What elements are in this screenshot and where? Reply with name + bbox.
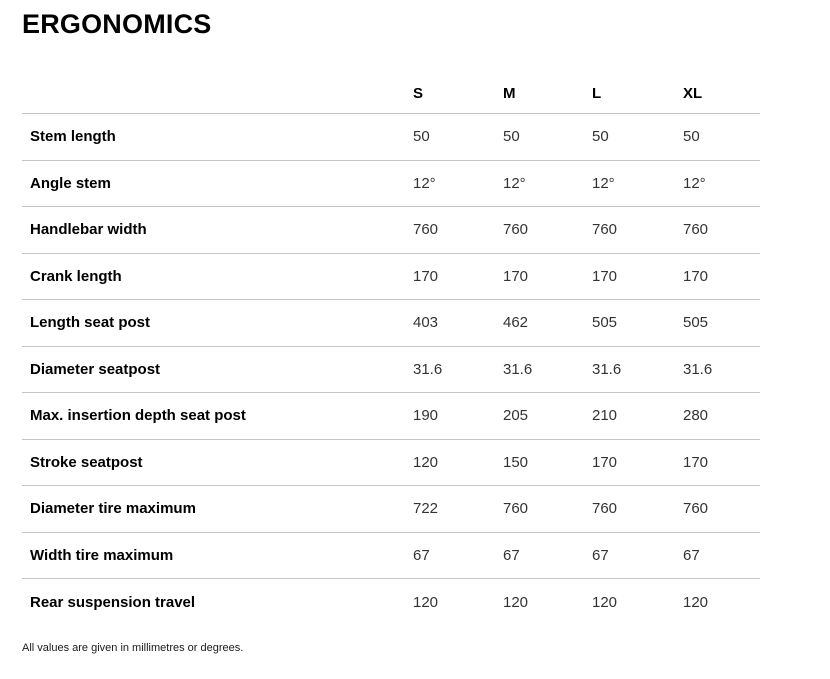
- table-row: Crank length 170 170 170 170: [22, 254, 760, 300]
- value-cell: 170: [592, 267, 618, 285]
- table-row: Max. insertion depth seat post 190 205 210 2…: [22, 393, 760, 440]
- value-cell: 170: [683, 267, 709, 285]
- ergonomics-table: S M L XL Stem length 50 50 50 50 Angle stem 12° 12…: [22, 74, 760, 626]
- row-label: Stroke seatpost: [30, 453, 143, 471]
- row-label: Diameter seatpost: [30, 360, 161, 378]
- table-row: Width tire maximum 67 67 67 67: [22, 533, 760, 579]
- value-cell: 505: [592, 314, 618, 332]
- table-row: Stem length 50 50 50 50: [22, 114, 760, 161]
- value-cell: 50: [413, 128, 430, 146]
- row-label: Crank length: [30, 267, 122, 285]
- row-label: Diameter tire maximum: [30, 500, 196, 518]
- table-row: Rear suspension travel 120 120 120 120: [22, 579, 760, 626]
- value-cell: 760: [592, 221, 618, 239]
- row-label: Width tire maximum: [30, 546, 174, 564]
- value-cell: 31.6: [592, 360, 622, 378]
- table-row: Diameter seatpost 31.6 31.6 31.6 31.6: [22, 347, 760, 393]
- value-cell: 462: [503, 314, 529, 332]
- row-label: Handlebar width: [30, 221, 147, 239]
- value-cell: 31.6: [683, 360, 713, 378]
- value-cell: 170: [503, 267, 529, 285]
- value-cell: 760: [413, 221, 439, 239]
- value-cell: 31.6: [503, 360, 533, 378]
- value-cell: 31.6: [413, 360, 443, 378]
- value-cell: 120: [592, 593, 618, 611]
- value-cell: 205: [503, 407, 529, 425]
- row-label: Stem length: [30, 128, 116, 146]
- value-cell: 403: [413, 314, 439, 332]
- value-cell: 505: [683, 314, 709, 332]
- value-cell: 12°: [503, 174, 526, 192]
- value-cell: 170: [683, 453, 709, 471]
- value-cell: 67: [503, 546, 520, 564]
- value-cell: 722: [413, 500, 439, 518]
- value-cell: 190: [413, 407, 439, 425]
- value-cell: 12°: [592, 174, 615, 192]
- table-row: Diameter tire maximum 722 760 760 760: [22, 486, 760, 533]
- value-cell: 50: [592, 128, 609, 146]
- units-footnote: All values are given in millimetres or d…: [22, 641, 244, 654]
- table-row: Handlebar width 760 760 760 760: [22, 207, 760, 254]
- value-cell: 50: [683, 128, 700, 146]
- row-label: Angle stem: [30, 174, 111, 192]
- row-label: Length seat post: [30, 314, 151, 332]
- column-header-m: M: [503, 85, 516, 102]
- value-cell: 50: [503, 128, 520, 146]
- row-label: Max. insertion depth seat post: [30, 407, 246, 425]
- value-cell: 150: [503, 453, 529, 471]
- value-cell: 12°: [413, 174, 436, 192]
- value-cell: 120: [413, 453, 439, 471]
- row-label: Rear suspension travel: [30, 593, 196, 611]
- table-row: Stroke seatpost 120 150 170 170: [22, 440, 760, 486]
- table-row: Angle stem 12° 12° 12° 12°: [22, 161, 760, 207]
- value-cell: 67: [592, 546, 609, 564]
- value-cell: 67: [683, 546, 700, 564]
- column-header-xl: XL: [683, 85, 703, 102]
- value-cell: 12°: [683, 174, 706, 192]
- value-cell: 170: [592, 453, 618, 471]
- value-cell: 170: [413, 267, 439, 285]
- value-cell: 120: [503, 593, 529, 611]
- value-cell: 760: [503, 221, 529, 239]
- value-cell: 120: [683, 593, 709, 611]
- value-cell: 120: [413, 593, 439, 611]
- value-cell: 760: [592, 500, 618, 518]
- value-cell: 280: [683, 407, 709, 425]
- column-header-s: S: [413, 85, 424, 102]
- value-cell: 760: [503, 500, 529, 518]
- table-header-row: S M L XL: [22, 74, 760, 114]
- value-cell: 760: [683, 500, 709, 518]
- ergonomics-section: ERGONOMICS S M L XL Stem length 50 50 50 50 Angl…: [22, 9, 760, 654]
- value-cell: 760: [683, 221, 709, 239]
- column-header-l: L: [592, 85, 602, 102]
- value-cell: 67: [413, 546, 430, 564]
- value-cell: 210: [592, 407, 618, 425]
- page-title: ERGONOMICS: [22, 9, 212, 39]
- table-row: Length seat post 403 462 505 505: [22, 300, 760, 347]
